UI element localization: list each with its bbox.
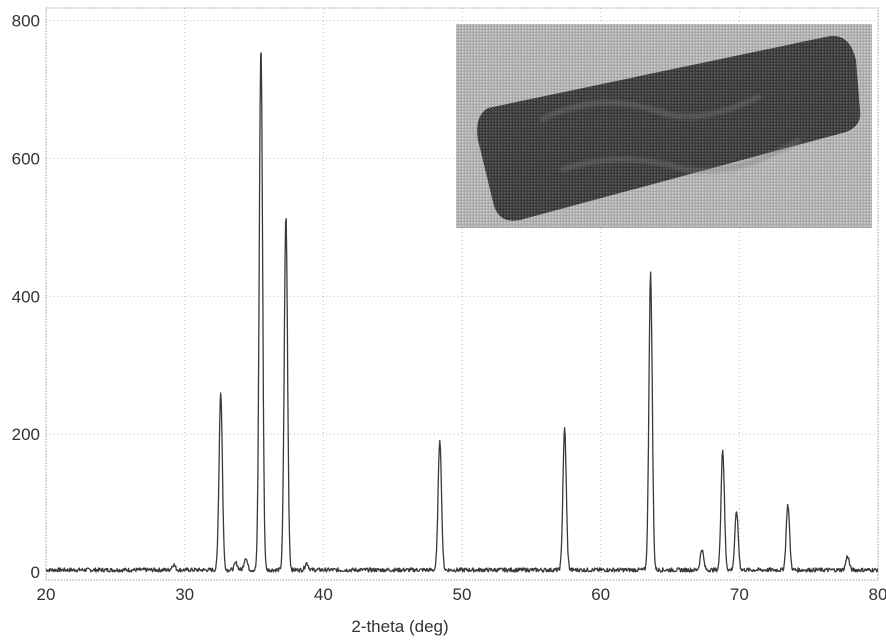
y-tick-label: 600: [12, 150, 40, 169]
sample-shape: [477, 35, 861, 221]
x-axis-title: 2-theta (deg): [351, 617, 448, 636]
x-tick-label: 30: [175, 585, 194, 604]
inset-photo: [456, 24, 872, 228]
y-tick-label: 400: [12, 287, 40, 306]
y-tick-label: 0: [31, 563, 40, 582]
x-tick-label: 50: [453, 585, 472, 604]
diffraction-pattern-line: [45, 52, 879, 573]
x-tick-label: 40: [314, 585, 333, 604]
sample-texture: [538, 93, 802, 174]
y-axis-ticks: 0 200 400 600 800: [12, 12, 40, 582]
y-tick-label: 200: [12, 425, 40, 444]
x-axis-ticks: 20 30 40 50 60 70 80: [37, 585, 886, 604]
x-tick-label: 20: [37, 585, 56, 604]
y-tick-label: 800: [12, 12, 40, 31]
x-tick-label: 80: [869, 585, 886, 604]
x-tick-label: 60: [591, 585, 610, 604]
x-tick-label: 70: [730, 585, 749, 604]
